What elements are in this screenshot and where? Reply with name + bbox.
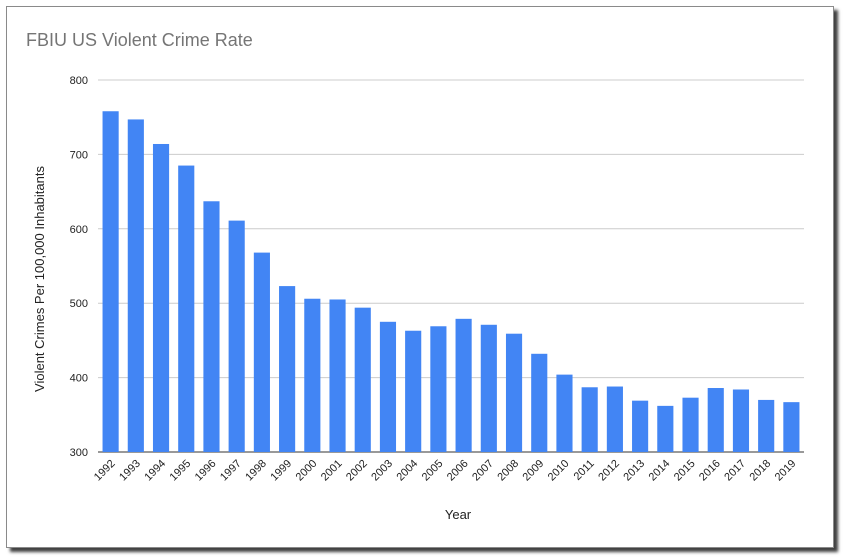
x-tick-label: 1996 xyxy=(193,458,219,484)
y-tick-label: 500 xyxy=(70,298,88,310)
y-axis-label: Violent Crimes Per 100,000 Inhabitants xyxy=(32,166,47,392)
y-tick-label: 400 xyxy=(70,373,88,385)
x-tick-label: 2017 xyxy=(722,458,748,484)
x-tick-label: 1994 xyxy=(142,458,168,484)
bar-1996 xyxy=(203,201,220,452)
x-tick-label: 2016 xyxy=(697,458,723,484)
x-axis-label: Year xyxy=(445,507,472,522)
x-tick-label: 2013 xyxy=(621,458,647,484)
x-tick-label: 2001 xyxy=(319,458,345,484)
x-tick-label: 2007 xyxy=(470,458,496,484)
bar-2002 xyxy=(354,307,371,452)
x-tick-label: 2000 xyxy=(294,458,320,484)
x-tick-label: 2002 xyxy=(344,458,370,484)
bar-2019 xyxy=(783,402,800,452)
bar-1992 xyxy=(102,111,119,453)
bar-2004 xyxy=(405,330,422,452)
x-tick-label: 2004 xyxy=(395,458,421,484)
bar-1994 xyxy=(152,143,170,452)
bar-2014 xyxy=(657,405,674,452)
x-axis-ticks: 1992 1993 1994 1995 1996 1997 1998 1999 2000 2001… xyxy=(92,458,799,484)
bar-2016 xyxy=(707,388,724,452)
y-tick-label: 700 xyxy=(70,149,88,161)
x-tick-label: 1992 xyxy=(92,458,118,484)
bar-2013 xyxy=(632,400,649,452)
x-tick-label: 2015 xyxy=(672,458,698,484)
bar-2000 xyxy=(304,298,321,452)
bar-1997 xyxy=(228,220,245,452)
bar-2007 xyxy=(480,324,497,452)
y-tick-label: 800 xyxy=(70,75,88,87)
x-tick-label: 1997 xyxy=(218,458,244,484)
y-tick-label: 300 xyxy=(70,447,88,459)
bar-2011 xyxy=(581,387,598,452)
x-tick-label: 2012 xyxy=(596,458,622,484)
bar-2001 xyxy=(329,299,346,452)
bar-2018 xyxy=(758,399,775,452)
bar-2009 xyxy=(531,353,548,452)
x-tick-label: 1998 xyxy=(243,458,269,484)
bar-2015 xyxy=(682,397,699,452)
x-tick-label: 2011 xyxy=(572,458,597,483)
x-tick-label: 2006 xyxy=(445,458,471,484)
x-tick-label: 2019 xyxy=(773,458,799,484)
y-tick-label: 600 xyxy=(70,224,88,236)
bar-2017 xyxy=(732,389,750,452)
x-tick-label: 2009 xyxy=(521,458,547,484)
bar-2003 xyxy=(379,321,397,452)
x-tick-label: 2003 xyxy=(369,458,395,484)
bar-2008 xyxy=(505,333,523,452)
bar-2012 xyxy=(606,386,623,452)
bar-2006 xyxy=(455,318,472,452)
chart-title: FBIU US Violent Crime Rate xyxy=(26,30,253,50)
bar-1999 xyxy=(279,286,296,452)
bar-1998 xyxy=(253,252,270,452)
x-tick-label: 2018 xyxy=(748,458,774,484)
bar-1995 xyxy=(178,165,195,452)
x-tick-label: 2014 xyxy=(647,458,673,484)
x-tick-label: 1993 xyxy=(117,458,143,484)
x-tick-label: 2005 xyxy=(420,458,446,484)
chart-frame xyxy=(6,6,834,548)
y-axis-ticks: 300 400 500 600 700 800 xyxy=(70,75,88,459)
x-tick-label: 2008 xyxy=(495,458,521,484)
x-tick-label: 2010 xyxy=(546,458,572,484)
bar-1993 xyxy=(127,119,144,452)
bar-2010 xyxy=(556,374,573,452)
x-tick-label: 1995 xyxy=(168,458,194,484)
bar-2005 xyxy=(430,326,447,452)
bars xyxy=(102,111,800,453)
x-tick-label: 1999 xyxy=(268,458,294,484)
